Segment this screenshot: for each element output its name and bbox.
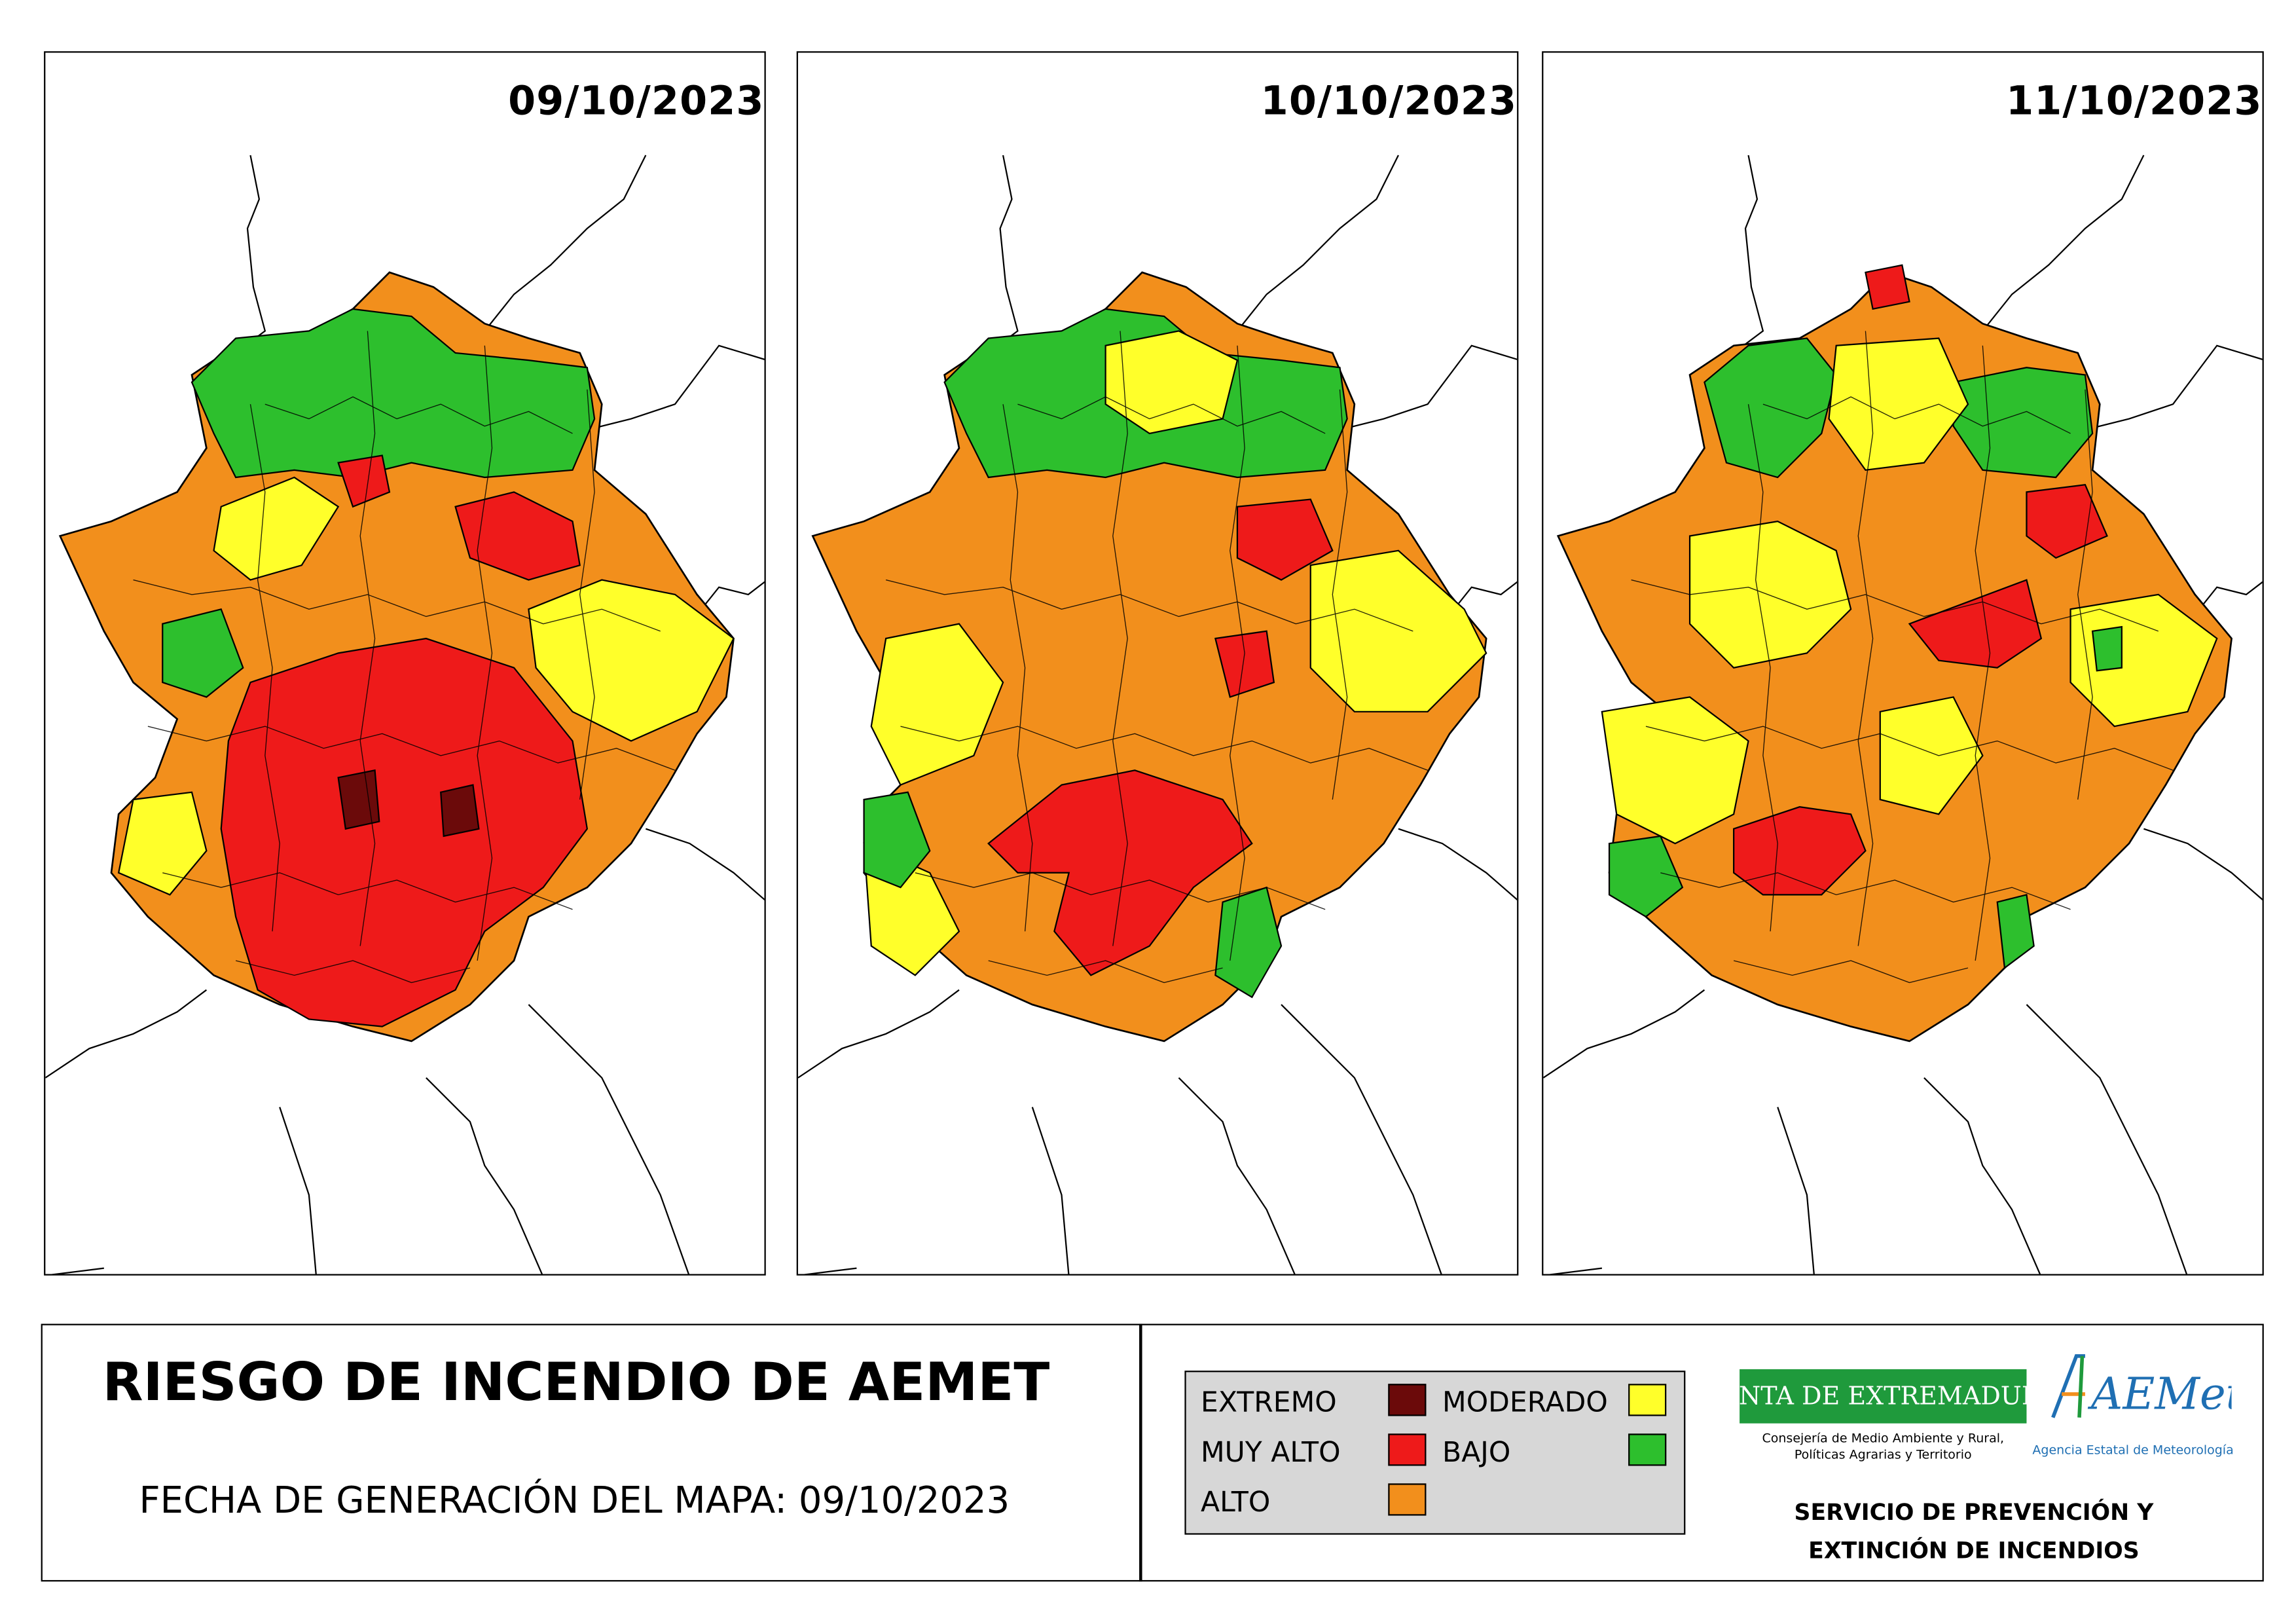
junta-extremadura-logo: JUNTA DE EXTREMADURA [1708, 1369, 2058, 1424]
map-panel-3: 11/10/2023 [1542, 51, 2264, 1276]
service-name: SERVICIO DE PREVENCIÓN Y EXTINCIÓN DE IN… [1740, 1494, 2208, 1570]
map-date-1: 09/10/2023 [508, 79, 765, 125]
map-2 [797, 155, 1518, 1274]
legend-swatch-moderado [1628, 1384, 1667, 1416]
aemet-logo-text: AEMet [2087, 1368, 2232, 1419]
info-box [41, 1323, 2264, 1582]
legend-swatch-extremo [1388, 1384, 1427, 1416]
legend-label-alto: ALTO [1201, 1486, 1271, 1519]
map-date-2: 10/10/2023 [1260, 79, 1518, 125]
map-panel-2: 10/10/2023 [796, 51, 1519, 1276]
junta-subtitle-line-1: Consejería de Medio Ambiente y Rural, [1762, 1432, 2005, 1447]
legend: EXTREMO MUY ALTO ALTO MODERADO BAJO [1184, 1371, 1686, 1535]
legend-label-moderado: MODERADO [1442, 1386, 1608, 1419]
legend-label-bajo: BAJO [1442, 1436, 1511, 1469]
map-3 [1543, 155, 2263, 1274]
legend-swatch-muy-alto [1388, 1433, 1427, 1466]
map-panel-1: 09/10/2023 [44, 51, 766, 1276]
map-1 [45, 155, 765, 1274]
aemet-subtitle: Agencia Estatal de Meteorología [2032, 1443, 2234, 1459]
legend-swatch-alto [1388, 1483, 1427, 1516]
info-divider [1139, 1323, 1142, 1582]
service-line-1: SERVICIO DE PREVENCIÓN Y [1794, 1499, 2154, 1526]
map-title: RIESGO DE INCENDIO DE AEMET [102, 1353, 1050, 1413]
service-line-2: EXTINCIÓN DE INCENDIOS [1808, 1538, 2140, 1564]
aemet-logo: AEMet [2051, 1354, 2232, 1419]
generation-date: FECHA DE GENERACIÓN DEL MAPA: 09/10/2023 [139, 1479, 1010, 1522]
junta-subtitle-line-2: Políticas Agrarias y Territorio [1794, 1448, 1972, 1464]
legend-swatch-bajo [1628, 1433, 1667, 1466]
map-date-3: 11/10/2023 [2006, 79, 2263, 125]
junta-subtitle: Consejería de Medio Ambiente y Rural, Po… [1740, 1432, 2026, 1464]
legend-label-muy-alto: MUY ALTO [1201, 1436, 1341, 1469]
legend-label-extremo: EXTREMO [1201, 1386, 1337, 1419]
